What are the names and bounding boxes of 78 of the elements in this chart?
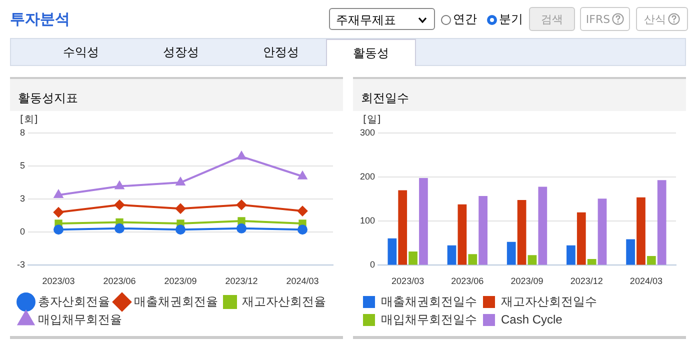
point: [54, 207, 64, 218]
point: [298, 171, 307, 180]
y-tick-label: 0: [20, 226, 25, 237]
x-tick-label: 2023/03: [42, 276, 75, 286]
point: [236, 200, 246, 210]
y-tick-label: 0: [370, 260, 376, 270]
bar: [398, 190, 408, 265]
legend-label: 매입채무회전일수: [381, 312, 477, 326]
point: [298, 206, 308, 216]
x-tick-label: 2023/06: [103, 276, 136, 286]
point: [238, 217, 246, 225]
y-tick-label: 200: [360, 172, 376, 182]
y-axis-title: [회]: [20, 114, 38, 126]
text: 검색: [529, 7, 575, 31]
legend-label: 매입채무회전율: [38, 312, 122, 326]
bar: [388, 238, 397, 265]
x-tick-label: 2023/06: [451, 276, 484, 286]
point: [114, 200, 124, 210]
bar: [636, 197, 646, 265]
bar: [468, 254, 478, 265]
point: [237, 152, 246, 160]
x-tick-label: 2023/03: [392, 276, 424, 286]
x-tick-label: 2023/12: [570, 276, 603, 286]
point: [176, 204, 186, 214]
legend-label: 재고자산회전율: [242, 294, 326, 308]
chart-title: 회전일수: [353, 79, 686, 111]
bar: [517, 200, 526, 265]
y-axis-title: [일]: [363, 114, 381, 126]
bar: [598, 198, 607, 265]
text: 분기: [498, 11, 523, 28]
point: [54, 224, 64, 235]
point: [236, 223, 246, 234]
x-tick-label: 2023/09: [164, 276, 197, 286]
text: 산식: [636, 7, 688, 31]
text: 활동성: [326, 39, 416, 66]
bar: [626, 239, 635, 265]
bar: [538, 186, 548, 265]
text: 성장성: [162, 44, 200, 61]
point: [54, 190, 63, 198]
y-tick-label: 3: [20, 194, 25, 204]
text: 투자분석: [10, 10, 70, 29]
legend-label: Cash Cycle: [501, 312, 563, 326]
text: 연간: [452, 11, 477, 28]
legend-label: 매출채권회전율: [134, 294, 218, 308]
point: [114, 223, 124, 234]
bar: [419, 178, 428, 265]
x-tick-label: 2023/12: [225, 276, 258, 286]
text: 안정성: [262, 44, 300, 61]
bar: [566, 245, 576, 265]
bar: [528, 255, 537, 265]
x-tick-label: 2023/09: [510, 276, 544, 286]
bar: [506, 242, 516, 265]
x-tick-label: 2024/03: [630, 276, 662, 286]
point: [176, 178, 185, 186]
text: 수익성: [62, 44, 100, 61]
legend-label: 매출채권회전일수: [381, 294, 477, 308]
bar: [576, 212, 586, 265]
legend-label: 총자산회전율: [38, 294, 110, 308]
legend-label: 재고자산회전일수: [501, 294, 597, 308]
bar: [478, 196, 488, 265]
point: [298, 224, 308, 235]
y-tick-label: -3: [16, 260, 25, 270]
bar: [587, 259, 596, 265]
bar: [646, 256, 656, 265]
bar: [458, 204, 467, 265]
y-tick-label: 5: [20, 160, 25, 171]
y-tick-label: 8: [20, 127, 25, 138]
x-tick-label: 2024/03: [286, 276, 319, 286]
bar: [447, 245, 456, 265]
point: [115, 181, 124, 190]
bar: [657, 180, 666, 265]
point: [176, 224, 186, 235]
chart-title: 활동성지표: [10, 79, 343, 111]
text: IFRS: [580, 7, 630, 31]
text: 주재무제표: [329, 8, 435, 30]
bar: [408, 252, 418, 265]
y-tick-label: 300: [360, 127, 376, 138]
y-tick-label: 100: [360, 216, 376, 226]
